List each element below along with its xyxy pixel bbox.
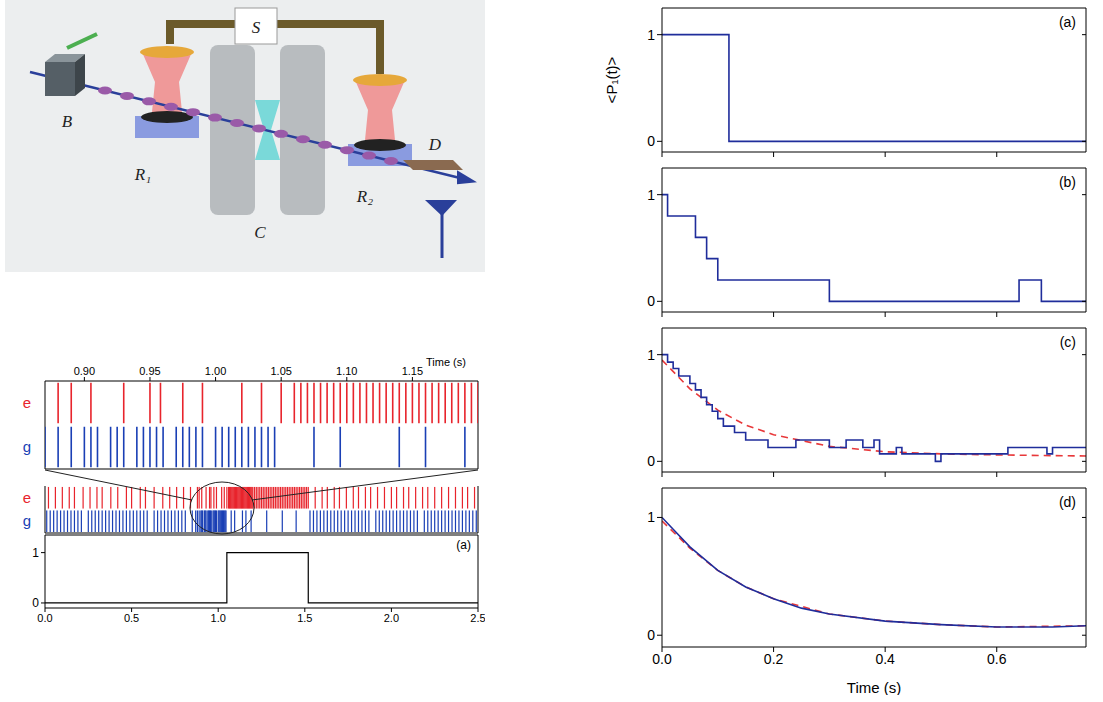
svg-text:0: 0 — [647, 133, 655, 149]
svg-text:0.95: 0.95 — [139, 365, 160, 377]
html-text:(d): (d) — [1058, 494, 1076, 510]
svg-text:0.2: 0.2 — [764, 651, 784, 667]
svg-text:0: 0 — [647, 293, 655, 309]
svg-text:0: 0 — [32, 596, 39, 610]
svg-text:R₁: R₁ — [134, 165, 151, 184]
html-text:(c): (c) — [1059, 334, 1076, 350]
svg-text:1.10: 1.10 — [336, 365, 357, 377]
svg-text:0.0: 0.0 — [37, 612, 52, 624]
svg-text:0: 0 — [647, 453, 655, 469]
svg-text:1.0: 1.0 — [211, 612, 226, 624]
svg-text:1: 1 — [647, 509, 655, 525]
svg-text:D: D — [428, 135, 442, 154]
html-text:(b): (b) — [1058, 174, 1076, 190]
svg-text:0.0: 0.0 — [652, 651, 672, 667]
svg-text:e: e — [23, 489, 31, 506]
svg-text:0: 0 — [647, 627, 655, 643]
svg-text:1: 1 — [647, 187, 655, 203]
svg-text:1: 1 — [32, 546, 39, 560]
svg-text:1.00: 1.00 — [205, 365, 226, 377]
svg-text:0.4: 0.4 — [875, 651, 895, 667]
svg-text:e: e — [23, 394, 31, 411]
svg-text:1.15: 1.15 — [402, 365, 423, 377]
svg-text:S: S — [252, 18, 261, 37]
svg-text:1: 1 — [647, 347, 655, 363]
svg-text:g: g — [23, 512, 31, 529]
html-text:(a): (a) — [1058, 14, 1076, 30]
svg-text:B: B — [62, 112, 73, 131]
svg-text:0.6: 0.6 — [987, 651, 1007, 667]
html-text:(a): (a) — [456, 538, 471, 552]
svg-text:0.90: 0.90 — [74, 365, 95, 377]
svg-text:1: 1 — [647, 27, 655, 43]
svg-text:Time (s): Time (s) — [847, 679, 901, 695]
svg-text:0.5: 0.5 — [124, 612, 139, 624]
svg-text:1.5: 1.5 — [297, 612, 312, 624]
svg-text:C: C — [254, 223, 266, 242]
svg-text:2.5: 2.5 — [470, 612, 485, 624]
svg-text:1.05: 1.05 — [270, 365, 291, 377]
html-text:Time (s): Time (s) — [426, 356, 466, 368]
svg-text:2.0: 2.0 — [384, 612, 399, 624]
svg-text:<P₁(t)>: <P₁(t)> — [603, 56, 620, 103]
svg-text:R₂: R₂ — [356, 187, 373, 206]
svg-text:g: g — [23, 438, 31, 455]
